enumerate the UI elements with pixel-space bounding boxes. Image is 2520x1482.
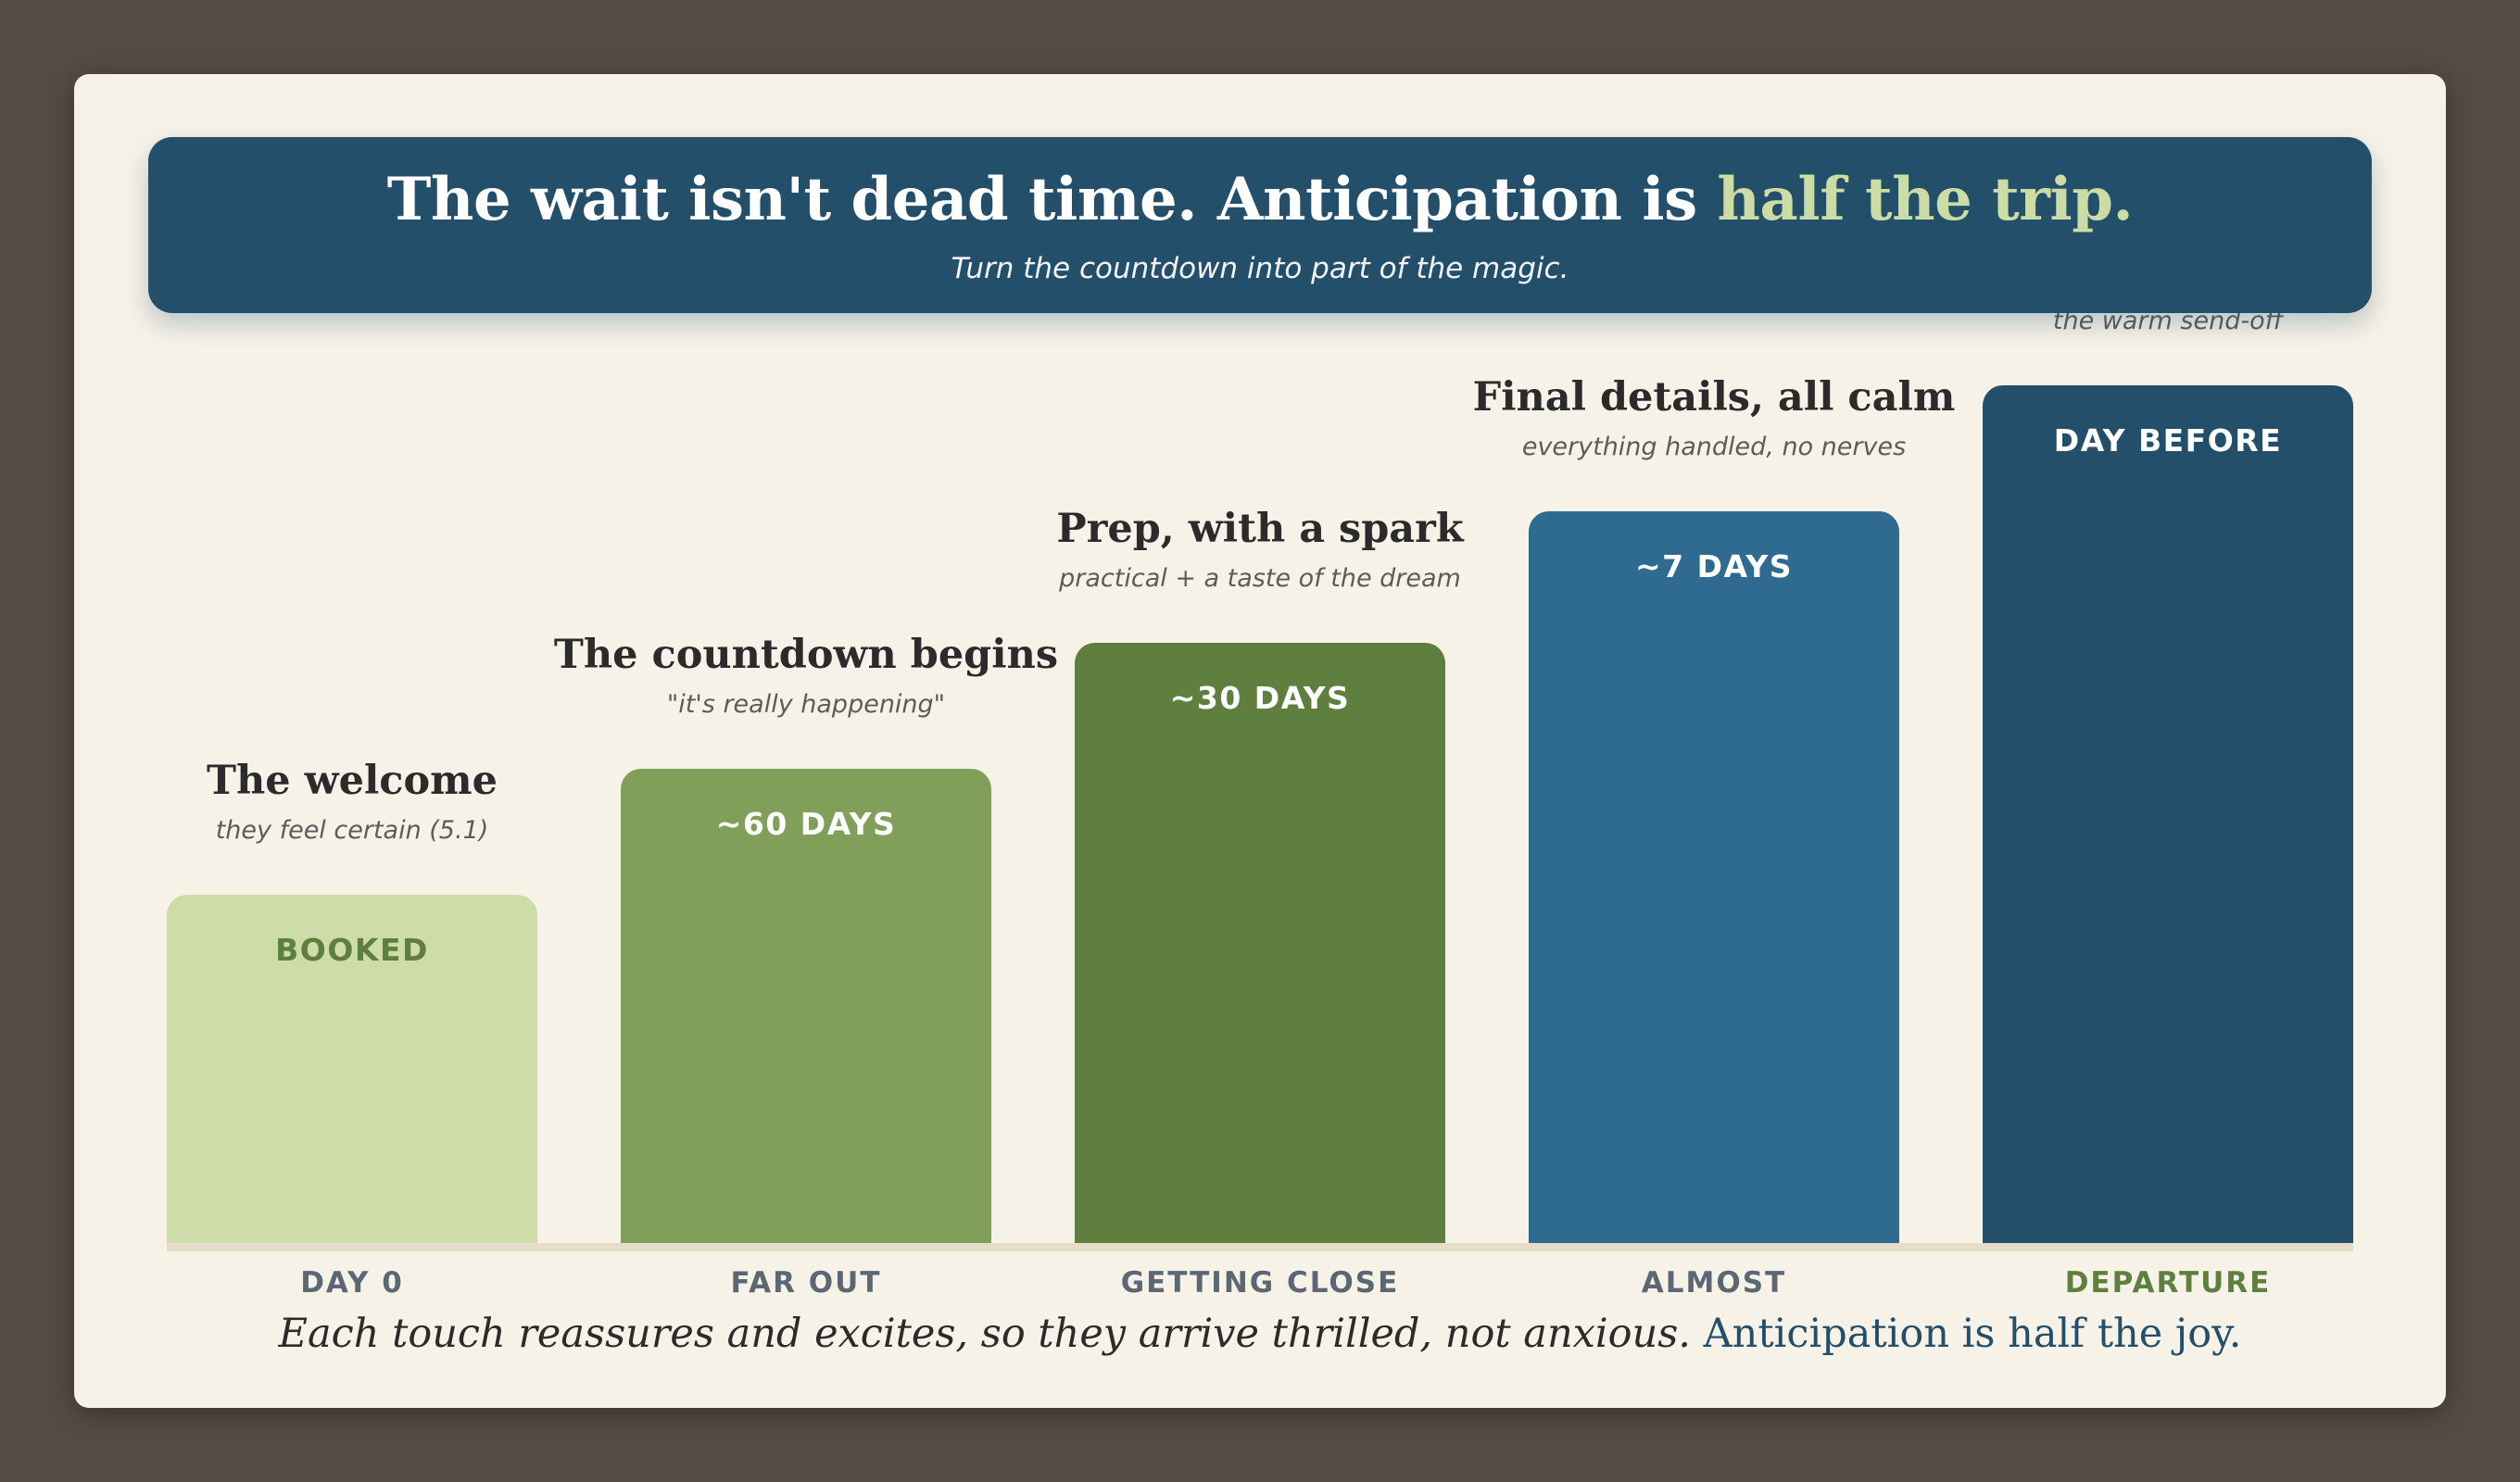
stage-axis-label: DAY 0 [300,1266,404,1300]
stage-3: Prep, with a spark practical + a taste of… [1056,74,1464,1408]
stage-note: "it's really happening" [666,690,946,719]
stage-note: practical + a taste of the dream [1059,564,1461,593]
footer-main: Each touch reassures and excites, so the… [278,1311,1704,1357]
banner-title-main: The wait isn't dead time. Anticipation i… [386,165,1718,234]
header-banner: The wait isn't dead time. Anticipation i… [148,137,2372,313]
footer-accent: Anticipation is half the joy. [1703,1311,2242,1357]
stage-axis-label: ALMOST [1641,1266,1787,1300]
stage-bar-label: ~60 DAYS [715,806,897,842]
stage-axis-label: DEPARTURE [2064,1266,2272,1300]
stage-bar: BOOKED [167,895,537,1243]
stage-note: everything handled, no nerves [1521,433,1907,461]
footer-caption: Each touch reassures and excites, so the… [74,1308,2446,1360]
banner-title: The wait isn't dead time. Anticipation i… [148,161,2372,239]
stage-1: The welcome they feel certain (5.1) BOOKED [167,74,537,1408]
stage-bar: ~7 DAYS [1529,511,1899,1243]
banner-subtitle: Turn the countdown into part of the magi… [951,252,1569,285]
stage-heading: The welcome they feel certain (5.1) [74,756,630,847]
stage-heading: Final details, all calm everything handle… [1436,372,1992,463]
banner-title-accent: half the trip. [1717,165,2134,234]
stage-bar-label: DAY BEFORE [2053,422,2283,458]
stage-heading: Prep, with a spark practical + a taste of… [982,504,1538,595]
stage-axis-label: FAR OUT [730,1266,882,1300]
stage-title: The welcome [206,758,498,804]
stage-bar: ~60 DAYS [621,769,991,1243]
stage-bar-label: BOOKED [275,932,429,968]
stage-title: Prep, with a spark [1056,506,1464,552]
stage-note: they feel certain (5.1) [215,816,489,845]
slide-card: The welcome they feel certain (5.1) BOOKED… [74,74,2446,1408]
stage-axis-label: GETTING CLOSE [1120,1266,1400,1300]
chart-baseline [167,1243,2353,1251]
stage-bar-label: ~30 DAYS [1169,680,1351,716]
stage-heading: The countdown begins "it's really happeni… [528,630,1084,721]
stage-bar: ~30 DAYS [1075,643,1445,1243]
stage-4: Final details, all calm everything handle… [1473,74,1955,1408]
stage-2: The countdown begins "it's really happeni… [554,74,1058,1408]
stage-bar-label: ~7 DAYS [1634,548,1794,584]
stage-title: Final details, all calm [1472,374,1956,421]
stage-bar: DAY BEFORE [1983,385,2353,1243]
stage-title: The countdown begins [553,632,1059,678]
